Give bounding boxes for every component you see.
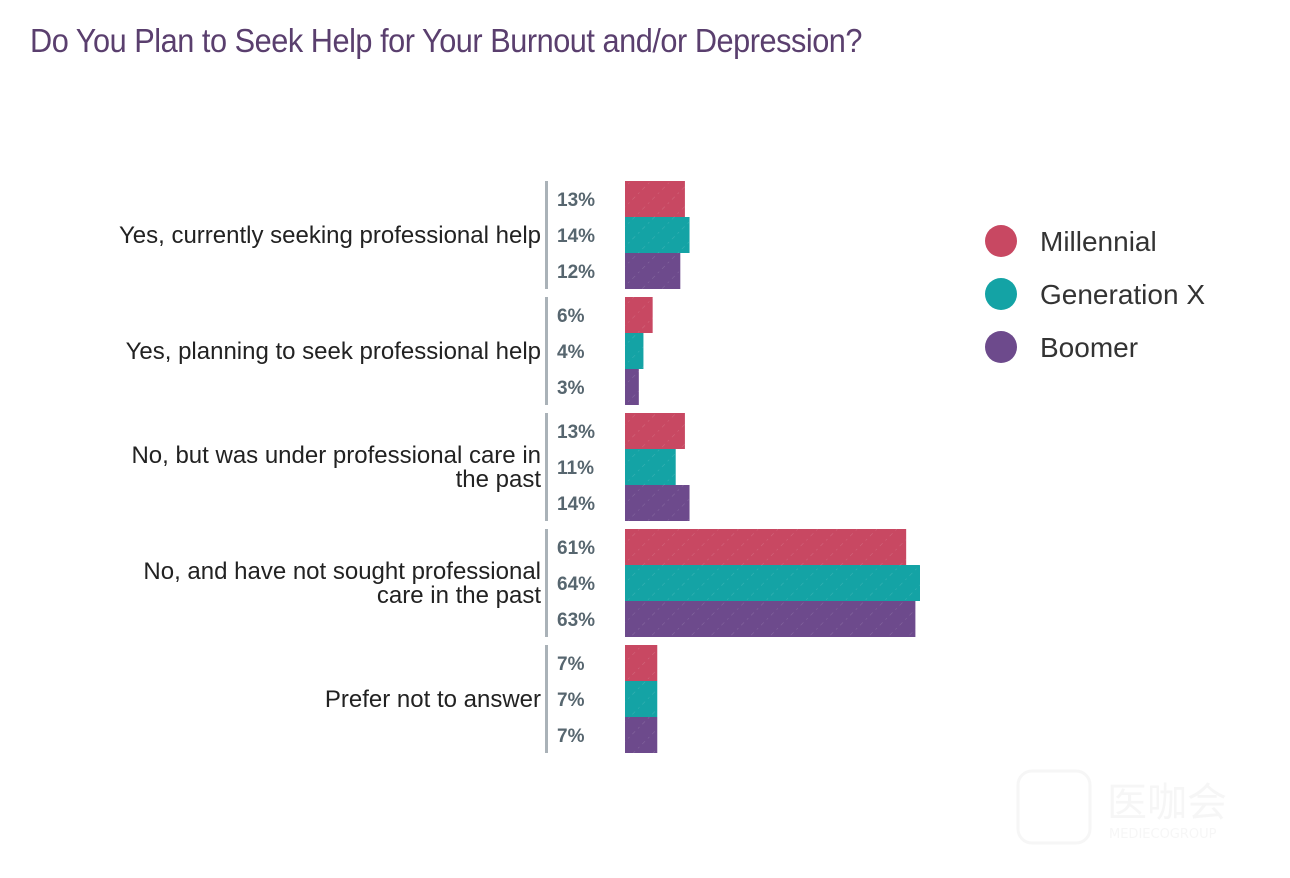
category-label: Prefer not to answer: [325, 686, 541, 713]
chart-title: Do You Plan to Seek Help for Your Burnou…: [30, 22, 863, 59]
group-divider: [545, 297, 548, 405]
legend-swatch: [985, 225, 1017, 257]
data-label: 12%: [557, 262, 595, 283]
category-label: care in the past: [377, 582, 541, 609]
data-label: 7%: [557, 690, 585, 711]
bar-texture: [625, 253, 681, 289]
bar-texture: [625, 485, 690, 521]
bar-texture: [625, 181, 685, 217]
bar-texture: [625, 369, 639, 405]
category-label: Yes, currently seeking professional help: [119, 222, 541, 249]
data-label: 7%: [557, 726, 585, 747]
data-label: 13%: [557, 190, 595, 211]
group-divider: [545, 645, 548, 753]
data-label: 7%: [557, 654, 585, 675]
data-label: 3%: [557, 378, 585, 399]
svg-text:医咖会: 医咖会: [1107, 780, 1227, 826]
group-divider: [545, 529, 548, 637]
data-label: 14%: [557, 226, 595, 247]
data-label: 61%: [557, 538, 595, 559]
data-label: 64%: [557, 574, 595, 595]
bar-texture: [625, 449, 676, 485]
bar-texture: [625, 681, 658, 717]
bar-texture: [625, 601, 916, 637]
data-label: 14%: [557, 494, 595, 515]
data-label: 11%: [557, 458, 594, 479]
bar-texture: [625, 645, 658, 681]
legend-label: Millennial: [1040, 226, 1157, 257]
bar-texture: [625, 413, 685, 449]
svg-text:MEDIECOGROUP: MEDIECOGROUP: [1109, 827, 1217, 842]
legend-swatch: [985, 278, 1017, 310]
group-divider: [545, 413, 548, 521]
bar-texture: [625, 529, 907, 565]
category-label: No, but was under professional care in: [131, 442, 541, 469]
bar-texture: [625, 333, 644, 369]
bar-texture: [625, 565, 920, 601]
bar-texture: [625, 717, 658, 753]
legend-swatch: [985, 331, 1017, 363]
legend-label: Generation X: [1040, 279, 1205, 310]
data-label: 13%: [557, 422, 595, 443]
bar-texture: [625, 217, 690, 253]
legend-label: Boomer: [1040, 332, 1138, 363]
category-label: No, and have not sought professional: [143, 558, 541, 585]
data-label: 4%: [557, 342, 585, 363]
category-label: Yes, planning to seek professional help: [126, 338, 541, 365]
data-label: 63%: [557, 610, 595, 631]
category-label: the past: [456, 466, 542, 493]
bar-texture: [625, 297, 653, 333]
data-label: 6%: [557, 306, 585, 327]
group-divider: [545, 181, 548, 289]
